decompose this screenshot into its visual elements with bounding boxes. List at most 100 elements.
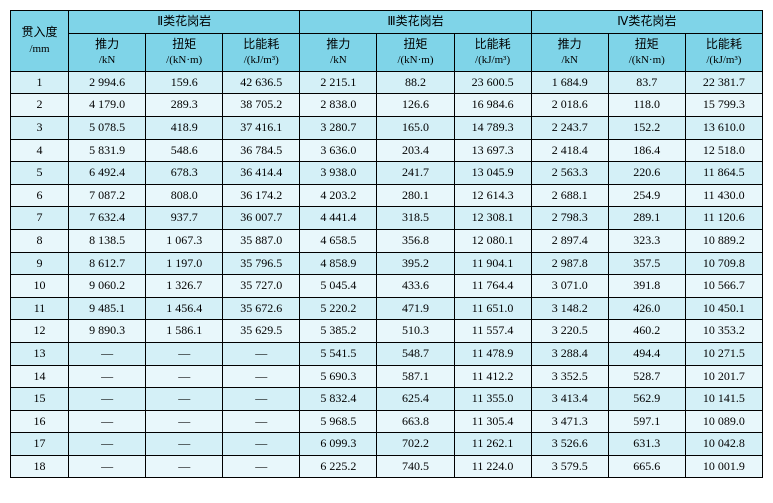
cell-value: — [69, 455, 146, 478]
cell-value: 10 353.2 [685, 320, 762, 343]
cell-value: 625.4 [377, 388, 454, 411]
cell-value: 548.6 [146, 139, 223, 162]
cell-value: 678.3 [146, 162, 223, 185]
cell-value: 11 557.4 [454, 320, 531, 343]
cell-value: 494.4 [608, 342, 685, 365]
cell-value: 4 658.5 [300, 229, 377, 252]
cell-index: 5 [11, 162, 69, 185]
cell-value: 562.9 [608, 388, 685, 411]
cell-value: — [223, 365, 300, 388]
cell-value: 597.1 [608, 410, 685, 433]
cell-index: 2 [11, 94, 69, 117]
table-row: 35 078.5418.937 416.13 280.7165.014 789.… [11, 116, 763, 139]
table-row: 109 060.21 326.735 727.05 045.4433.611 7… [11, 275, 763, 298]
cell-value: 36 414.4 [223, 162, 300, 185]
header-energy: 比能耗/(kJ/m³) [454, 33, 531, 71]
cell-index: 15 [11, 388, 69, 411]
table-row: 13———5 541.5548.711 478.93 288.4494.410 … [11, 342, 763, 365]
cell-value: 118.0 [608, 94, 685, 117]
cell-value: 11 120.6 [685, 207, 762, 230]
table-row: 129 890.31 586.135 629.55 385.2510.311 5… [11, 320, 763, 343]
header-torque: 扭矩/(kN·m) [377, 33, 454, 71]
cell-value: 13 610.0 [685, 116, 762, 139]
cell-value: 3 413.4 [531, 388, 608, 411]
header-group-4: Ⅳ类花岗岩 [531, 11, 762, 34]
table-row: 56 492.4678.336 414.43 938.0241.713 045.… [11, 162, 763, 185]
cell-value: 1 067.3 [146, 229, 223, 252]
cell-value: 5 968.5 [300, 410, 377, 433]
cell-value: 36 784.5 [223, 139, 300, 162]
cell-value: 10 271.5 [685, 342, 762, 365]
cell-value: 15 799.3 [685, 94, 762, 117]
cell-value: 35 672.6 [223, 297, 300, 320]
cell-value: 35 796.5 [223, 252, 300, 275]
cell-value: 510.3 [377, 320, 454, 343]
header-torque: 扭矩/(kN·m) [146, 33, 223, 71]
header-thrust: 推力/kN [69, 33, 146, 71]
cell-value: — [223, 342, 300, 365]
cell-value: — [69, 410, 146, 433]
cell-index: 7 [11, 207, 69, 230]
cell-value: — [69, 342, 146, 365]
cell-value: 9 060.2 [69, 275, 146, 298]
cell-value: 2 563.3 [531, 162, 608, 185]
cell-value: 4 858.9 [300, 252, 377, 275]
cell-value: 10 450.1 [685, 297, 762, 320]
cell-value: — [146, 433, 223, 456]
cell-value: 3 471.3 [531, 410, 608, 433]
cell-index: 12 [11, 320, 69, 343]
cell-value: 1 684.9 [531, 71, 608, 94]
cell-value: 10 042.8 [685, 433, 762, 456]
cell-value: 35 727.0 [223, 275, 300, 298]
cell-value: — [146, 455, 223, 478]
cell-value: 4 441.4 [300, 207, 377, 230]
cell-value: 433.6 [377, 275, 454, 298]
cell-value: 6 492.4 [69, 162, 146, 185]
cell-value: 241.7 [377, 162, 454, 185]
cell-value: 5 690.3 [300, 365, 377, 388]
cell-index: 13 [11, 342, 69, 365]
cell-index: 6 [11, 184, 69, 207]
cell-value: 460.2 [608, 320, 685, 343]
cell-value: 35 887.0 [223, 229, 300, 252]
cell-value: 10 141.5 [685, 388, 762, 411]
cell-value: 11 224.0 [454, 455, 531, 478]
cell-value: 37 416.1 [223, 116, 300, 139]
cell-value: 5 541.5 [300, 342, 377, 365]
cell-index: 16 [11, 410, 69, 433]
cell-value: 740.5 [377, 455, 454, 478]
cell-value: 2 798.3 [531, 207, 608, 230]
cell-value: 11 478.9 [454, 342, 531, 365]
cell-value: 5 831.9 [69, 139, 146, 162]
cell-value: 9 890.3 [69, 320, 146, 343]
cell-value: 2 215.1 [300, 71, 377, 94]
cell-value: 7 632.4 [69, 207, 146, 230]
cell-value: 418.9 [146, 116, 223, 139]
cell-value: — [69, 433, 146, 456]
cell-index: 17 [11, 433, 69, 456]
cell-value: 548.7 [377, 342, 454, 365]
header-subrow: 推力/kN 扭矩/(kN·m) 比能耗/(kJ/m³) 推力/kN 扭矩/(kN… [11, 33, 763, 71]
table-row: 45 831.9548.636 784.53 636.0203.413 697.… [11, 139, 763, 162]
cell-value: — [69, 365, 146, 388]
cell-index: 1 [11, 71, 69, 94]
cell-value: 357.5 [608, 252, 685, 275]
cell-value: 3 071.0 [531, 275, 608, 298]
cell-value: 220.6 [608, 162, 685, 185]
cell-value: 11 430.0 [685, 184, 762, 207]
cell-value: — [146, 342, 223, 365]
header-group-3: Ⅲ类花岗岩 [300, 11, 531, 34]
header-index-top: 贯入度 [22, 25, 58, 39]
cell-value: 10 709.8 [685, 252, 762, 275]
cell-value: 2 897.4 [531, 229, 608, 252]
cell-value: — [146, 365, 223, 388]
header-thrust: 推力/kN [531, 33, 608, 71]
cell-value: 587.1 [377, 365, 454, 388]
table-row: 67 087.2808.036 174.24 203.2280.112 614.… [11, 184, 763, 207]
cell-value: 11 355.0 [454, 388, 531, 411]
cell-value: 6 099.3 [300, 433, 377, 456]
cell-value: 38 705.2 [223, 94, 300, 117]
cell-value: 2 688.1 [531, 184, 608, 207]
cell-value: 11 651.0 [454, 297, 531, 320]
cell-value: 88.2 [377, 71, 454, 94]
